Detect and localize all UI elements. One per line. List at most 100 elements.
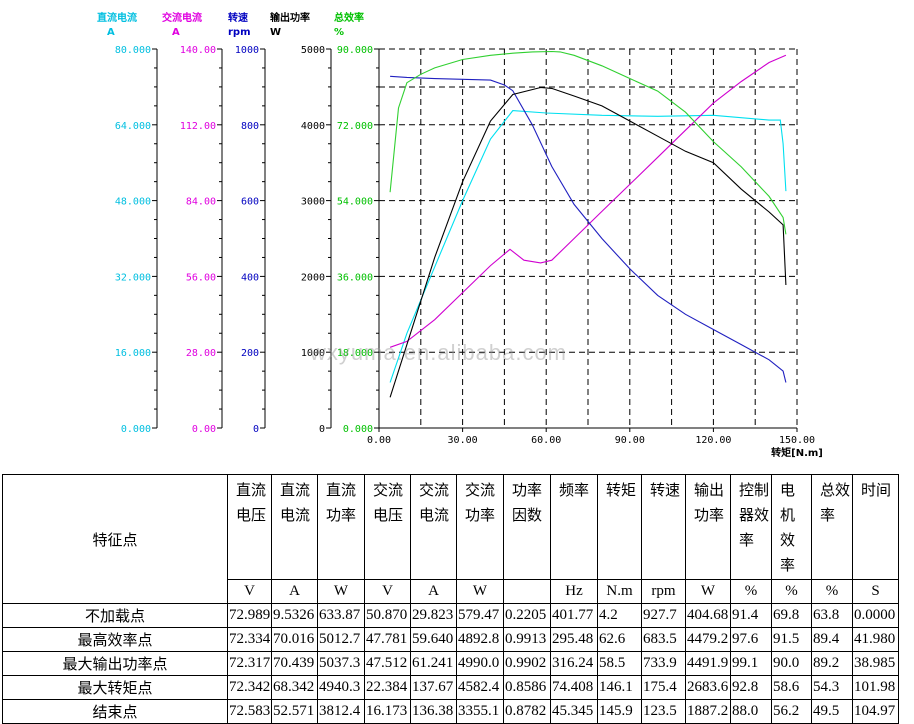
table-cell: 4582.4	[456, 675, 504, 700]
column-header: 输出功率	[685, 474, 731, 580]
table-cell: 70.439	[271, 651, 318, 676]
column-header: 直流电压	[227, 474, 272, 580]
y-tick-label-total_eff: 54.000	[337, 197, 373, 208]
x-tick-label: 60.00	[531, 435, 561, 446]
table-cell: 733.9	[641, 651, 686, 676]
y-axis-unit-output_power: W	[270, 27, 281, 38]
x-axis-label: 转矩[N.m]	[771, 446, 823, 459]
column-header: 直流功率	[317, 474, 365, 580]
column-unit	[503, 579, 551, 604]
table-cell: 927.7	[641, 603, 686, 628]
table-cell: 5037.3	[317, 651, 365, 676]
y-axis-unit-speed: rpm	[228, 27, 251, 38]
y-tick-label-total_eff: 18.000	[337, 348, 373, 359]
table-cell: 97.6	[730, 627, 772, 652]
table-cell: 101.98	[852, 675, 899, 700]
y-tick-label-ac_current: 112.00	[180, 121, 216, 132]
y-axis-unit-total_eff: %	[334, 27, 344, 38]
table-cell: 0.0000	[852, 603, 899, 628]
table-row: 最大转矩点 72.342 68.342 4940.3 22.384 137.67 4582.…	[2, 675, 899, 700]
y-axis-title-ac_current: 交流电流	[162, 11, 202, 24]
watermark-text: wxyuma.en.alibaba.com	[310, 340, 568, 365]
y-tick-label-speed: 600	[241, 197, 259, 208]
column-header: 交流电流	[410, 474, 457, 580]
table-cell: 175.4	[641, 675, 686, 700]
series-line-output_power	[389, 86, 787, 398]
table-cell: 62.6	[597, 627, 642, 652]
y-tick-label-speed: 200	[241, 348, 259, 359]
y-tick-label-dc_current: 32.000	[115, 272, 151, 283]
table-cell: 295.48	[550, 627, 598, 652]
row-label: 最高效率点	[2, 627, 228, 652]
table-cell: 72.989	[227, 603, 272, 628]
table-cell: 68.342	[271, 675, 318, 700]
column-unit: %	[811, 579, 853, 604]
column-unit: W	[317, 579, 365, 604]
column-unit: Hz	[550, 579, 598, 604]
table-cell: 404.68	[685, 603, 731, 628]
y-tick-label-ac_current: 28.00	[186, 348, 216, 359]
y-tick-label-dc_current: 0.000	[121, 424, 151, 435]
table-cell: 54.3	[811, 675, 853, 700]
y-tick-label-ac_current: 84.00	[186, 197, 216, 208]
table-cell: 70.016	[271, 627, 318, 652]
table-cell: 4.2	[597, 603, 642, 628]
y-tick-label-speed: 1000	[235, 45, 259, 56]
column-unit: %	[771, 579, 812, 604]
y-tick-label-dc_current: 80.000	[115, 45, 151, 56]
series-line-total_eff	[389, 50, 787, 235]
row-label: 最大输出功率点	[2, 651, 228, 676]
x-tick-label: 0.00	[367, 435, 391, 446]
column-unit: %	[730, 579, 772, 604]
table-cell: 47.781	[364, 627, 411, 652]
table-cell: 91.4	[730, 603, 772, 628]
table-cell: 72.342	[227, 675, 272, 700]
column-unit: W	[685, 579, 731, 604]
table-cell: 22.384	[364, 675, 411, 700]
y-axis-title-dc_current: 直流电流	[97, 11, 137, 24]
x-tick-label: 90.00	[615, 435, 645, 446]
y-tick-label-output_power: 1000	[301, 348, 325, 359]
row-label: 不加载点	[2, 603, 228, 628]
table-cell: 146.1	[597, 675, 642, 700]
characteristic-points-table: 特征点 直流电压 直流电流 直流功率 交流电压 交流电流 交流功率 功率因数 频率 转矩 转速 输出功…	[2, 474, 899, 724]
y-tick-label-output_power: 3000	[301, 197, 325, 208]
table-cell: 579.47	[456, 603, 504, 628]
table-cell: 9.5326	[271, 603, 318, 628]
column-unit: V	[227, 579, 272, 604]
table-corner-label: 特征点	[2, 474, 228, 604]
table-cell: 4990.0	[456, 651, 504, 676]
y-tick-label-speed: 400	[241, 272, 259, 283]
column-unit: W	[456, 579, 504, 604]
table-cell: 2683.6	[685, 675, 731, 700]
table-cell: 683.5	[641, 627, 686, 652]
y-tick-label-dc_current: 16.000	[115, 348, 151, 359]
column-unit: A	[271, 579, 318, 604]
y-axis-title-total_eff: 总效率	[334, 11, 364, 24]
table-row: 最高效率点 72.334 70.016 5012.7 47.781 59.640 4892.…	[2, 627, 899, 652]
y-axis-title-output_power: 输出功率	[270, 11, 310, 24]
y-tick-label-dc_current: 64.000	[115, 121, 151, 132]
table-cell: 47.512	[364, 651, 411, 676]
table-cell: 91.5	[771, 627, 812, 652]
table-row: 不加载点 72.989 9.5326 633.87 50.870 29.823 579.47…	[2, 603, 899, 628]
table-cell: 61.241	[410, 651, 457, 676]
series-line-ac_current	[389, 54, 787, 348]
table-cell: 89.4	[811, 627, 853, 652]
table-cell: 29.823	[410, 603, 457, 628]
y-tick-label-ac_current: 0.00	[192, 424, 216, 435]
table-cell: 99.1	[730, 651, 772, 676]
table-cell: 59.640	[410, 627, 457, 652]
x-tick-label: 30.00	[448, 435, 478, 446]
y-tick-label-dc_current: 48.000	[115, 197, 151, 208]
x-tick-label: 150.00	[779, 435, 815, 446]
table-cell: 63.8	[811, 603, 853, 628]
y-tick-label-total_eff: 36.000	[337, 272, 373, 283]
table-cell: 316.24	[550, 651, 598, 676]
table-cell: 5012.7	[317, 627, 365, 652]
row-label: 最大转矩点	[2, 675, 228, 700]
table-cell: 0.2205	[503, 603, 551, 628]
table-cell: 0.8586	[503, 675, 551, 700]
table-cell: 89.2	[811, 651, 853, 676]
